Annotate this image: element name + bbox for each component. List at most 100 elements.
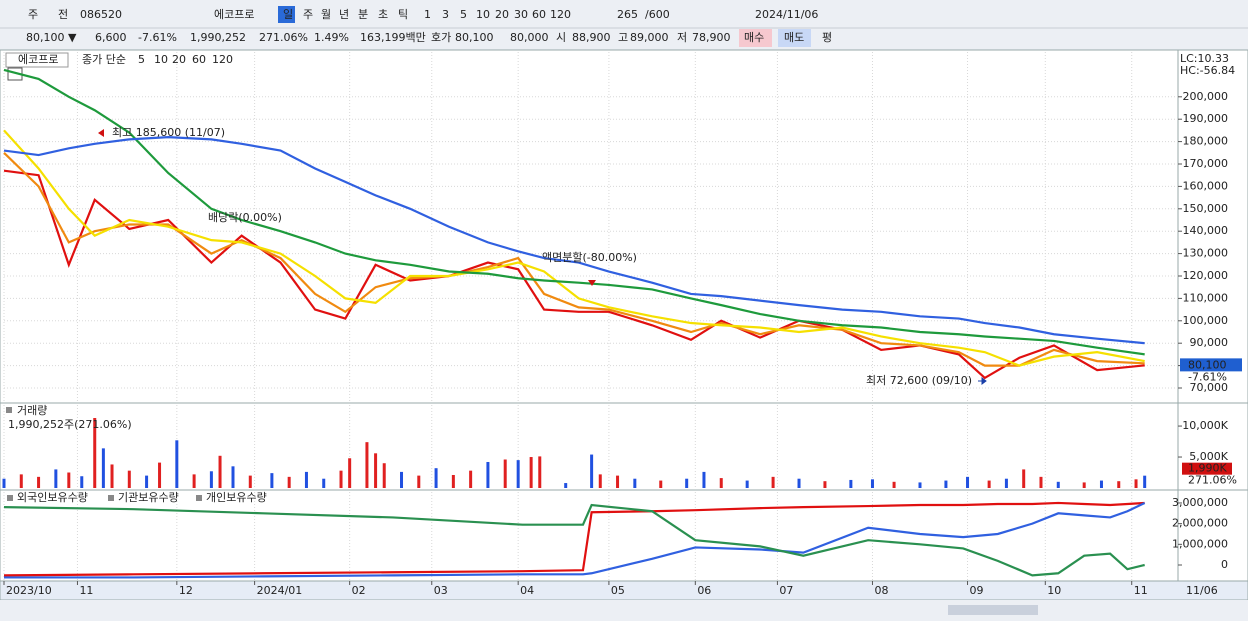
quote-item[interactable]: 매도 <box>784 31 804 44</box>
toolbar-item[interactable]: 2024/11/06 <box>755 8 818 21</box>
buy-button-bg[interactable] <box>739 29 772 47</box>
y-tick-label: 200,000 <box>1183 90 1229 103</box>
volume-bar <box>719 478 723 488</box>
toolbar-item[interactable]: 일 <box>283 7 293 21</box>
volume-bar <box>918 482 922 488</box>
volume-bar <box>400 471 404 488</box>
volume-bar <box>339 470 343 488</box>
x-tick-label: 2024/01 <box>257 584 303 597</box>
quote-item: 78,900 <box>692 31 731 44</box>
volume-bar <box>745 480 749 488</box>
split-arrow <box>588 280 596 286</box>
quote-item: 시 <box>556 31 566 44</box>
toolbar-item[interactable]: 초 <box>378 8 388 21</box>
volume-bar <box>771 476 775 488</box>
chart-annotation: 액면분할(-80.00%) <box>542 251 637 264</box>
toolbar-item[interactable]: /600 <box>645 8 670 21</box>
volume-bar <box>598 474 602 488</box>
volume-bar <box>823 481 827 488</box>
y-tick-label: 10,000K <box>1182 419 1228 432</box>
quote-item: 80,100 ▼ <box>26 31 77 44</box>
toolbar-item[interactable]: 086520 <box>80 8 122 21</box>
toolbar-item[interactable]: 20 <box>495 8 509 21</box>
y-tick-label: 140,000 <box>1183 224 1229 237</box>
volume-bar <box>1004 478 1008 488</box>
volume-bar <box>1143 475 1147 488</box>
toolbar-item[interactable]: 60 <box>532 8 546 21</box>
volume-bar <box>702 471 706 488</box>
volume-bar <box>322 478 326 488</box>
toolbar-item[interactable]: 10 <box>476 8 490 21</box>
x-tick-label: 12 <box>179 584 193 597</box>
y-tick-label: 70,000 <box>1190 381 1229 394</box>
quote-item[interactable]: 평 <box>822 31 832 44</box>
y-tick-label: 170,000 <box>1183 157 1229 170</box>
chart-annotation: 배당락(0.00%) <box>208 211 282 224</box>
toolbar-item[interactable]: 주 <box>303 8 313 21</box>
volume-bar <box>2 478 6 488</box>
x-tick-label: 07 <box>779 584 793 597</box>
volume-bar <box>287 476 291 488</box>
x-tick-label: 11 <box>79 584 93 597</box>
volume-bar <box>158 462 162 488</box>
volume-bar <box>870 479 874 488</box>
y-tick-label: 130,000 <box>1183 247 1229 260</box>
toolbar-item[interactable]: 월 <box>321 8 331 21</box>
volume-bar <box>486 461 490 488</box>
toolbar-item[interactable]: 틱 <box>398 8 408 21</box>
toolbar-item[interactable]: 분 <box>358 8 368 21</box>
toolbar-item[interactable]: 120 <box>550 8 571 21</box>
legend-entry: 외국인보유수량 <box>17 491 88 504</box>
quote-item: 호가 <box>431 31 451 44</box>
series-line <box>3 152 1145 367</box>
scroll-thumb[interactable] <box>948 605 1038 615</box>
chart-annotation: 최저 72,600 (09/10) <box>866 374 972 387</box>
quote-item[interactable]: 매수 <box>744 31 764 44</box>
toolbar-item[interactable]: 에코프로 <box>214 8 254 21</box>
quote-item: 80,100 <box>455 31 494 44</box>
y-tick-label: 90,000 <box>1190 336 1229 349</box>
volume-bar <box>469 470 473 488</box>
toolbar-item[interactable]: 1 <box>424 8 431 21</box>
toolbar-item[interactable]: 265 <box>617 8 638 21</box>
y-tick-label: 190,000 <box>1183 112 1229 125</box>
toolbar-item[interactable]: 전 <box>58 8 68 21</box>
volume-bar <box>348 458 352 488</box>
quote-item: 80,000 <box>510 31 549 44</box>
scroll-bar[interactable] <box>0 600 1248 621</box>
volume-bar <box>374 453 378 488</box>
x-end-label: 11/06 <box>1186 584 1218 597</box>
legend-entry: 120 <box>212 53 233 66</box>
toolbar-item[interactable]: 30 <box>514 8 528 21</box>
toolbar-bg <box>0 0 1248 50</box>
x-tick-label: 06 <box>697 584 711 597</box>
volume-bar <box>19 474 23 488</box>
y-tick-label: 120,000 <box>1183 269 1229 282</box>
x-tick-label: 02 <box>352 584 366 597</box>
volume-bar <box>451 474 455 488</box>
period-active[interactable] <box>278 6 295 23</box>
quote-item: 163,199백만 <box>360 31 426 44</box>
series-line <box>3 501 1145 577</box>
volume-bar <box>1117 481 1121 488</box>
sell-button-bg[interactable] <box>778 29 811 47</box>
volume-bar <box>616 475 620 488</box>
volume-bar <box>248 475 252 488</box>
volume-bar <box>633 478 637 488</box>
last-volume-label: 1,990K <box>1188 462 1227 475</box>
toolbar-item[interactable]: 주 <box>28 8 38 21</box>
toolbar-item[interactable]: 5 <box>460 8 467 21</box>
toolbar-item[interactable]: 년 <box>339 8 349 21</box>
y-tick-label: 150,000 <box>1183 202 1229 215</box>
series-line <box>3 68 1145 356</box>
toolbar-item[interactable]: 3 <box>442 8 449 21</box>
chart-annotation: 최고 185,600 (11/07) <box>112 126 225 139</box>
volume-bar <box>849 479 853 488</box>
last-price-label: 80,100 <box>1188 358 1227 371</box>
legend-entry: 10 <box>154 53 168 66</box>
volume-bar <box>685 478 689 488</box>
x-tick-label: 10 <box>1047 584 1061 597</box>
quote-item: 저 <box>677 31 687 44</box>
quote-item: 88,900 <box>572 31 611 44</box>
